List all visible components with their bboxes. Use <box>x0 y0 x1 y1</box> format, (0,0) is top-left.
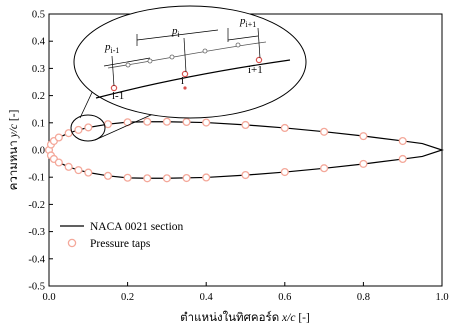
inset-tap-marker <box>181 70 189 78</box>
pressure-tap-upper <box>74 125 83 134</box>
pressure-tap-lower <box>54 158 63 167</box>
highlight-ellipse <box>70 114 106 142</box>
y-axis-label: ความหนา y/c [-] <box>8 110 20 191</box>
x-axis-label: ตำแหน่งในทิศคอร์ด x/c [-] <box>180 310 310 324</box>
pressure-tap-upper <box>241 120 250 130</box>
y-tick-label: -0.4 <box>28 254 45 265</box>
inset-tick-2 <box>183 37 187 73</box>
pressure-tap-upper <box>84 123 93 132</box>
y-axis-ticks: 0.5 0.4 0.3 0.2 0.1 0.0 -0.1 -0.2 -0.3 -0.4 -0.5 <box>28 10 53 293</box>
inset-grid-point <box>235 42 241 48</box>
x-tick-label: 0.2 <box>121 292 134 303</box>
pressure-tap-upper <box>320 127 329 136</box>
pressure-tap-upper <box>143 117 152 126</box>
pressure-tap-upper <box>182 117 191 127</box>
pressure-tap-upper <box>54 133 63 142</box>
inset-dim-line-curr <box>136 29 219 41</box>
pressure-tap-lower <box>182 173 191 183</box>
inset-label-i-prev: i-1 <box>112 90 124 102</box>
inset-grid-point <box>169 54 175 60</box>
pressure-tap-lower <box>84 168 93 177</box>
inset-tap-markers <box>110 42 263 92</box>
y-tick-label: 0.2 <box>32 91 45 102</box>
x-tick-label: 1.0 <box>435 292 448 303</box>
pressure-tap-lower <box>241 170 250 180</box>
pressure-tap-upper <box>398 136 407 146</box>
inset-label-i-next: i+1 <box>248 64 263 76</box>
airfoil-layer <box>44 117 444 183</box>
pressure-tap-lower <box>64 162 73 171</box>
y-tick-label: 0.4 <box>32 37 46 48</box>
airfoil-outline <box>48 121 444 179</box>
x-tick-label: 0.8 <box>357 292 370 303</box>
inset-dim-line-next <box>227 35 259 41</box>
inset-label-p-prev: pi-1 <box>104 41 119 55</box>
x-axis-ticks: 0.0 0.2 0.4 0.6 0.8 1.0 <box>42 282 449 303</box>
y-tick-label: 0.3 <box>32 64 45 75</box>
pressure-tap-lower <box>320 164 329 173</box>
pressure-tap-lower <box>202 173 211 182</box>
pressure-tap-upper <box>162 117 171 126</box>
x-tick-label: 0.6 <box>278 292 291 303</box>
pressure-tap-lower <box>123 173 132 182</box>
pressure-tap-lower <box>280 167 289 177</box>
y-tick-label: -0.2 <box>28 200 45 211</box>
inset-dim-line-prev <box>103 57 151 67</box>
inset-surface-curve <box>95 59 291 99</box>
pressure-tap-lower <box>398 154 407 164</box>
inset-tap-dot <box>183 86 187 90</box>
y-tick-label: -0.3 <box>28 227 45 238</box>
inset-ellipse <box>73 5 307 119</box>
y-tick-label: -0.5 <box>28 282 45 293</box>
inset-tick-1 <box>111 55 115 87</box>
pressure-tap-upper <box>280 123 289 133</box>
y-tick-label: 0.5 <box>32 10 45 21</box>
y-tick-label: 0.0 <box>32 146 45 157</box>
pressure-tap-upper <box>202 118 211 127</box>
inset-label-i: i <box>181 75 184 87</box>
legend: NACA 0021 section Pressure taps <box>60 221 184 250</box>
zoom-inset: pi-1 pi pi+1 i-1 i i+1 <box>73 5 307 119</box>
inset-tap-marker <box>255 56 263 64</box>
pressure-tap-lower <box>162 174 171 183</box>
y-tick-label: 0.1 <box>32 118 45 129</box>
pressure-tap-lower <box>143 174 152 183</box>
x-tick-label: 0.0 <box>42 292 55 303</box>
legend-marker-swatch <box>67 238 77 248</box>
inset-grid-point <box>125 62 131 68</box>
pressure-tap-lower <box>359 159 368 168</box>
inset-grid-point <box>147 58 153 64</box>
inset-grid-point <box>202 48 208 54</box>
inset-label-p-curr: pi <box>171 25 181 39</box>
pressure-tap-upper <box>359 132 368 141</box>
pressure-tap-lower <box>103 171 112 180</box>
pressure-tap-lower <box>74 166 83 175</box>
legend-marker-label: Pressure taps <box>90 238 151 250</box>
inset-label-p-next: pi+1 <box>239 15 256 29</box>
x-tick-label: 0.4 <box>200 292 214 303</box>
inset-tick-3 <box>257 27 261 59</box>
pressure-tap-upper <box>103 120 112 129</box>
legend-line-label: NACA 0021 section <box>90 221 184 233</box>
y-tick-label: -0.1 <box>28 173 45 184</box>
